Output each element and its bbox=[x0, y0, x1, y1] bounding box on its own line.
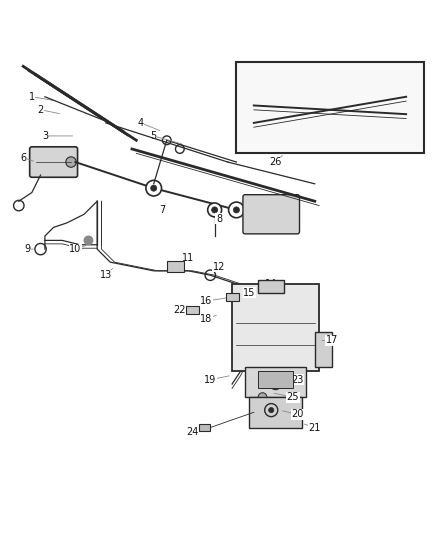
Circle shape bbox=[84, 236, 93, 245]
Circle shape bbox=[258, 393, 267, 401]
Text: 8: 8 bbox=[216, 214, 222, 224]
Text: 16: 16 bbox=[200, 296, 212, 306]
Text: 15: 15 bbox=[243, 288, 256, 297]
Text: 6: 6 bbox=[20, 152, 26, 163]
Circle shape bbox=[212, 207, 218, 213]
Bar bbox=[258, 279, 284, 293]
Bar bbox=[186, 305, 199, 314]
Circle shape bbox=[270, 378, 281, 390]
Text: 23: 23 bbox=[291, 375, 304, 385]
Text: 3: 3 bbox=[42, 131, 48, 141]
Bar bbox=[258, 371, 293, 389]
Text: 20: 20 bbox=[291, 409, 304, 419]
Bar bbox=[237, 62, 424, 154]
Bar bbox=[315, 332, 332, 367]
Text: 26: 26 bbox=[269, 157, 282, 167]
Text: 19: 19 bbox=[204, 375, 216, 385]
Circle shape bbox=[233, 207, 240, 213]
Text: 25: 25 bbox=[287, 392, 299, 402]
Bar bbox=[199, 424, 210, 431]
Text: 17: 17 bbox=[326, 335, 338, 345]
FancyBboxPatch shape bbox=[243, 195, 300, 234]
Text: 24: 24 bbox=[187, 427, 199, 437]
Text: 12: 12 bbox=[213, 262, 225, 271]
Text: 1: 1 bbox=[29, 92, 35, 102]
Bar bbox=[167, 261, 184, 272]
Text: 7: 7 bbox=[159, 205, 166, 215]
Text: 11: 11 bbox=[182, 253, 194, 263]
Bar bbox=[232, 284, 319, 371]
Text: 14: 14 bbox=[265, 279, 277, 289]
Circle shape bbox=[146, 180, 162, 196]
Text: 10: 10 bbox=[69, 244, 81, 254]
Circle shape bbox=[208, 203, 222, 217]
Circle shape bbox=[176, 144, 184, 154]
Text: 21: 21 bbox=[308, 423, 321, 433]
Circle shape bbox=[151, 185, 157, 191]
Bar bbox=[226, 293, 239, 301]
Text: 18: 18 bbox=[200, 314, 212, 324]
FancyBboxPatch shape bbox=[30, 147, 78, 177]
Circle shape bbox=[66, 157, 76, 167]
Text: 13: 13 bbox=[100, 270, 112, 280]
Text: 5: 5 bbox=[151, 131, 157, 141]
Bar bbox=[250, 397, 302, 427]
Circle shape bbox=[268, 408, 274, 413]
Text: 22: 22 bbox=[173, 305, 186, 315]
Bar bbox=[245, 367, 306, 397]
Text: 4: 4 bbox=[138, 118, 144, 128]
Circle shape bbox=[162, 136, 171, 144]
Text: 9: 9 bbox=[25, 244, 31, 254]
Text: 2: 2 bbox=[37, 105, 44, 115]
Circle shape bbox=[229, 202, 244, 218]
